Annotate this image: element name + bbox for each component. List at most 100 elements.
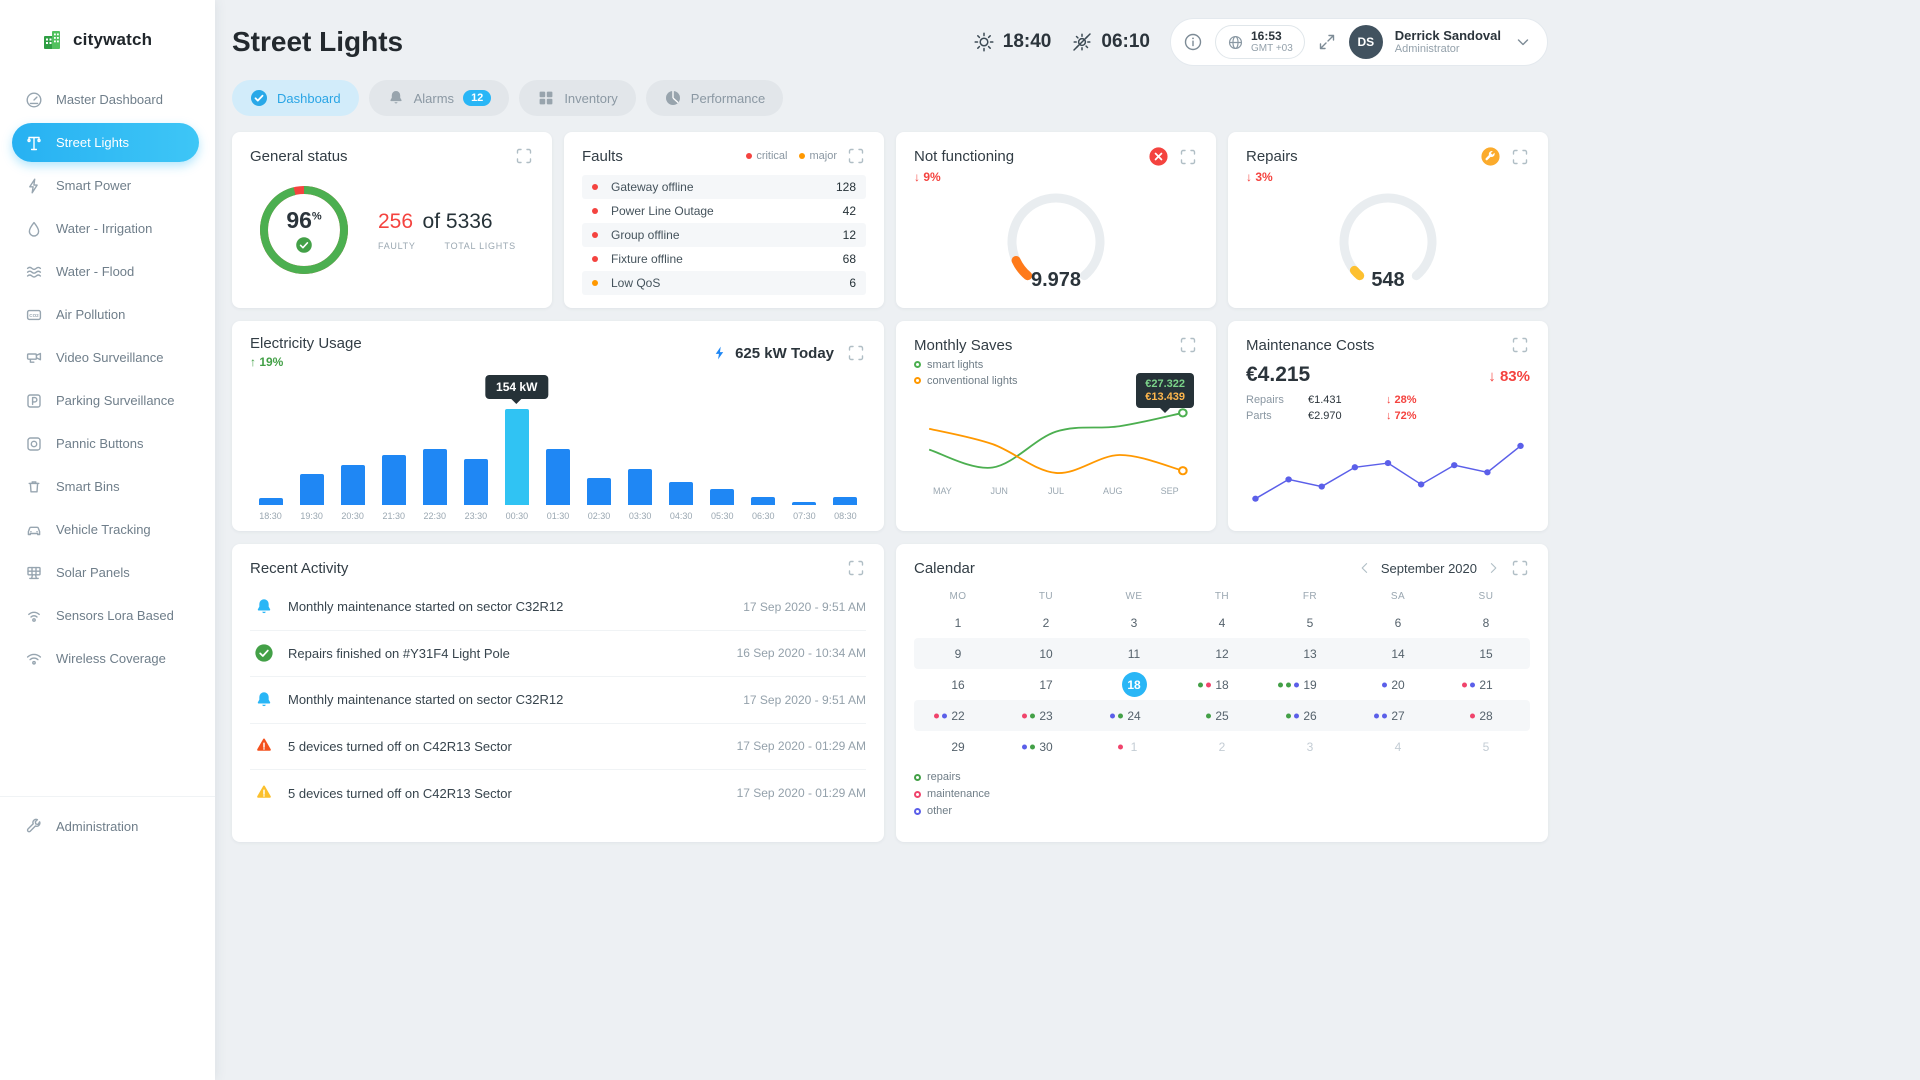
calendar-day-22[interactable]: 22 xyxy=(914,700,1002,731)
bar-06-30[interactable] xyxy=(743,407,784,506)
calendar-day-18[interactable]: 18 xyxy=(1178,669,1266,700)
general-status-body: 96% 256 FAULTY of 5336 TOTAL LIGH xyxy=(250,166,534,278)
sidebar-item-video-surveillance[interactable]: Video Surveillance xyxy=(12,338,199,377)
calendar-prev-button[interactable] xyxy=(1357,560,1373,576)
expand-button[interactable] xyxy=(514,146,534,166)
expand-button[interactable] xyxy=(846,146,866,166)
calendar-day-9[interactable]: 9 xyxy=(914,638,1002,669)
calendar-day-5[interactable]: 5 xyxy=(1442,731,1530,762)
calendar-day-10[interactable]: 10 xyxy=(1002,638,1090,669)
calendar-day-28[interactable]: 28 xyxy=(1442,700,1530,731)
bar-18-30[interactable] xyxy=(250,407,291,506)
brand-logo[interactable]: citywatch xyxy=(0,0,215,78)
calendar-day-5[interactable]: 5 xyxy=(1266,607,1354,638)
sidebar-item-pannic-buttons[interactable]: Pannic Buttons xyxy=(12,424,199,463)
fault-row-group-offline[interactable]: Group offline 12 xyxy=(582,223,866,248)
calendar-day-2[interactable]: 2 xyxy=(1178,731,1266,762)
fault-row-low-qos[interactable]: Low QoS 6 xyxy=(582,271,866,296)
calendar-day-3[interactable]: 3 xyxy=(1090,607,1178,638)
fault-row-fixture-offline[interactable]: Fixture offline 68 xyxy=(582,247,866,271)
sidebar-item-water-flood[interactable]: Water - Flood xyxy=(12,252,199,291)
tab-performance[interactable]: Performance xyxy=(645,80,784,117)
calendar-day-26[interactable]: 26 xyxy=(1266,700,1354,731)
activity-row[interactable]: 5 devices turned off on C42R13 Sector 17 … xyxy=(250,770,866,817)
expand-button[interactable] xyxy=(1510,147,1530,167)
sidebar-item-parking-surveillance[interactable]: Parking Surveillance xyxy=(12,381,199,420)
calendar-day-11[interactable]: 11 xyxy=(1090,638,1178,669)
calendar-day-2[interactable]: 2 xyxy=(1002,607,1090,638)
calendar-day-12[interactable]: 12 xyxy=(1178,638,1266,669)
calendar-day-1[interactable]: 1 xyxy=(914,607,1002,638)
bar-05-30[interactable] xyxy=(702,407,743,506)
calendar-day-13[interactable]: 13 xyxy=(1266,638,1354,669)
timezone-chip[interactable]: 16:53 GMT +03 xyxy=(1215,25,1305,60)
sidebar-item-smart-bins[interactable]: Smart Bins xyxy=(12,467,199,506)
bar-02-30[interactable] xyxy=(579,407,620,506)
calendar-day-3[interactable]: 3 xyxy=(1266,731,1354,762)
calendar-next-button[interactable] xyxy=(1485,560,1501,576)
sidebar-item-water-irrigation[interactable]: Water - Irrigation xyxy=(12,209,199,248)
expand-button[interactable] xyxy=(1510,335,1530,355)
calendar-day-23[interactable]: 23 xyxy=(1002,700,1090,731)
calendar-day-17[interactable]: 17 xyxy=(1002,669,1090,700)
fullscreen-button[interactable] xyxy=(1317,32,1337,52)
calendar-day-8[interactable]: 8 xyxy=(1442,607,1530,638)
info-button[interactable] xyxy=(1183,32,1203,52)
sidebar-item-wireless-coverage[interactable]: Wireless Coverage xyxy=(12,639,199,678)
bar-07-30[interactable] xyxy=(784,407,825,506)
bar-03-30[interactable] xyxy=(620,407,661,506)
calendar-day-16[interactable]: 16 xyxy=(914,669,1002,700)
calendar-day-24[interactable]: 24 xyxy=(1090,700,1178,731)
expand-button[interactable] xyxy=(846,343,866,363)
calendar-day-6[interactable]: 6 xyxy=(1354,607,1442,638)
bar-04-30[interactable] xyxy=(661,407,702,506)
tab-dashboard[interactable]: Dashboard xyxy=(232,80,359,117)
calendar-day-29[interactable]: 29 xyxy=(914,731,1002,762)
tab-inventory[interactable]: Inventory xyxy=(519,80,636,117)
bar-21-30[interactable] xyxy=(373,407,414,506)
sidebar-item-solar-panels[interactable]: Solar Panels xyxy=(12,553,199,592)
sidebar-item-street-lights[interactable]: Street Lights xyxy=(12,123,199,162)
activity-row[interactable]: Repairs finished on #Y31F4 Light Pole 16 … xyxy=(250,631,866,678)
sidebar-item-air-pollution[interactable]: CO2 Air Pollution xyxy=(12,295,199,334)
expand-button[interactable] xyxy=(1510,558,1530,578)
sidebar-item-smart-power[interactable]: Smart Power xyxy=(12,166,199,205)
calendar-day-27[interactable]: 27 xyxy=(1354,700,1442,731)
bar-19-30[interactable] xyxy=(291,407,332,506)
activity-row[interactable]: Monthly maintenance started on sector C3… xyxy=(250,677,866,724)
calendar-day-20[interactable]: 20 xyxy=(1354,669,1442,700)
tab-alarms[interactable]: Alarms 12 xyxy=(368,80,510,117)
bar-23-30[interactable] xyxy=(455,407,496,506)
sidebar-item-master-dashboard[interactable]: Master Dashboard xyxy=(12,80,199,119)
bar-20-30[interactable] xyxy=(332,407,373,506)
expand-button[interactable] xyxy=(1178,335,1198,355)
fault-row-gateway-offline[interactable]: Gateway offline 128 xyxy=(582,175,866,200)
expand-button[interactable] xyxy=(846,558,866,578)
calendar-day-18[interactable]: 18 xyxy=(1090,669,1178,700)
calendar-day-25[interactable]: 25 xyxy=(1178,700,1266,731)
bar-00-30[interactable] xyxy=(496,407,537,506)
severity-dot xyxy=(592,280,598,287)
card-title: Monthly Saves xyxy=(914,336,1013,354)
calendar-day-4[interactable]: 4 xyxy=(1178,607,1266,638)
bar-08-30[interactable] xyxy=(825,407,866,506)
expand-button[interactable] xyxy=(1178,147,1198,167)
sidebar-item-sensors-lora-based[interactable]: Sensors Lora Based xyxy=(12,596,199,635)
bar-01-30[interactable] xyxy=(537,407,578,506)
calendar-day-1[interactable]: 1 xyxy=(1090,731,1178,762)
calendar-day-30[interactable]: 30 xyxy=(1002,731,1090,762)
user-info[interactable]: Derrick Sandoval Administrator xyxy=(1395,28,1501,57)
calendar-day-21[interactable]: 21 xyxy=(1442,669,1530,700)
user-menu-chevron[interactable] xyxy=(1513,32,1533,52)
sidebar-item-administration[interactable]: Administration xyxy=(12,807,199,846)
sidebar-item-vehicle-tracking[interactable]: Vehicle Tracking xyxy=(12,510,199,549)
calendar-day-15[interactable]: 15 xyxy=(1442,638,1530,669)
calendar-day-4[interactable]: 4 xyxy=(1354,731,1442,762)
activity-row[interactable]: 5 devices turned off on C42R13 Sector 17 … xyxy=(250,724,866,771)
activity-row[interactable]: Monthly maintenance started on sector C3… xyxy=(250,584,866,631)
calendar-day-14[interactable]: 14 xyxy=(1354,638,1442,669)
avatar[interactable]: DS xyxy=(1348,25,1383,60)
calendar-day-19[interactable]: 19 xyxy=(1266,669,1354,700)
fault-row-power-line-outage[interactable]: Power Line Outage 42 xyxy=(582,199,866,223)
bar-22-30[interactable] xyxy=(414,407,455,506)
